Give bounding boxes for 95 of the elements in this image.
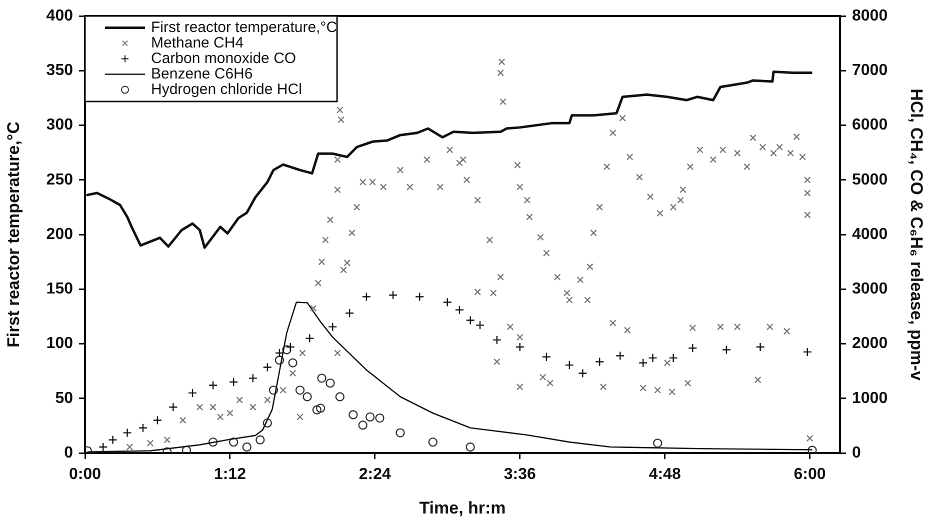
x-tick-label: 1:12 — [214, 466, 246, 484]
point — [396, 428, 405, 438]
point — [286, 342, 295, 352]
y-tick-label: 250 — [46, 171, 74, 188]
x-tick-label: 0:00 — [68, 466, 102, 484]
point — [375, 413, 384, 423]
point — [282, 345, 292, 354]
point — [228, 437, 238, 447]
y-tick-label: 100 — [46, 335, 74, 352]
point — [122, 428, 132, 438]
y-tick-label: 200 — [46, 226, 74, 243]
y2-tick-label: 8000 — [852, 7, 888, 24]
point — [688, 344, 698, 353]
point — [168, 402, 178, 412]
point — [442, 298, 452, 307]
point — [98, 442, 108, 452]
point — [722, 345, 732, 354]
point — [388, 290, 398, 300]
y-axis-title: First reactor temperature,°C — [4, 122, 23, 348]
legend-label: Methane CH4 — [151, 34, 244, 52]
point — [335, 392, 344, 402]
y-tick-label: 0 — [64, 444, 74, 462]
y-tick-label: 300 — [46, 116, 74, 134]
point — [515, 342, 524, 352]
point — [578, 368, 588, 378]
point — [616, 351, 625, 360]
point — [182, 446, 192, 453]
point — [652, 438, 662, 448]
x-tick-label: 3:36 — [504, 466, 536, 484]
point — [415, 292, 424, 302]
point — [316, 404, 326, 413]
point — [262, 362, 272, 372]
x-tick-label: 2:24 — [358, 466, 392, 484]
point — [152, 416, 162, 425]
point — [756, 342, 765, 352]
y2-axis-title: HCl, CH₄, CO & C₆H₆ release, ppm-v — [907, 88, 926, 381]
point — [262, 418, 272, 428]
point — [138, 423, 148, 432]
y-tick-label: 350 — [46, 62, 74, 80]
y2-tick-label: 4000 — [852, 226, 888, 243]
point — [466, 316, 475, 325]
y2-tick-label: 0 — [852, 444, 861, 462]
point — [365, 412, 375, 422]
point — [492, 335, 502, 345]
point — [302, 392, 312, 402]
point — [542, 352, 552, 362]
y2-tick-label: 6000 — [852, 116, 888, 134]
x-axis-title: Time, hr:m — [419, 498, 506, 518]
legend-label: Benzene C6H6 — [151, 65, 253, 82]
point — [564, 360, 574, 370]
point — [312, 405, 322, 414]
point — [248, 374, 258, 383]
x-tick-label: 6:00 — [794, 466, 826, 484]
y2-tick-label: 7000 — [852, 62, 888, 80]
point — [348, 410, 358, 420]
y-tick-label: 150 — [46, 280, 74, 298]
point — [305, 334, 314, 343]
point — [295, 386, 305, 395]
x-tick-label: 4:48 — [648, 466, 681, 484]
y2-tick-label: 5000 — [852, 171, 888, 188]
y-tick-label: 400 — [46, 7, 74, 24]
point — [188, 388, 198, 398]
point — [466, 442, 475, 452]
point — [256, 435, 265, 444]
legend-label: First reactor temperature,°C — [151, 18, 338, 36]
legend-label: Hydrogen chloride HCl — [151, 80, 302, 98]
point — [208, 437, 218, 447]
point — [454, 305, 464, 314]
point — [317, 374, 326, 383]
point — [358, 420, 368, 430]
point — [274, 348, 284, 358]
point — [242, 442, 252, 452]
point — [808, 446, 817, 453]
point — [475, 320, 485, 330]
y-tick-label: 50 — [55, 390, 74, 407]
point — [428, 437, 438, 447]
legend-label: Carbon monoxide CO — [151, 50, 296, 67]
point — [326, 378, 335, 388]
point — [208, 380, 218, 390]
y2-tick-label: 3000 — [852, 280, 888, 298]
point — [344, 308, 354, 318]
point — [668, 353, 678, 363]
point — [595, 357, 604, 366]
point — [108, 435, 118, 444]
point — [268, 386, 278, 395]
point — [638, 358, 648, 368]
point — [228, 377, 238, 387]
point — [648, 353, 658, 363]
point — [362, 292, 372, 302]
point — [288, 358, 298, 368]
point — [274, 356, 284, 365]
y2-tick-label: 2000 — [852, 335, 888, 352]
y2-tick-label: 1000 — [852, 390, 888, 407]
point — [802, 347, 812, 357]
point — [328, 322, 338, 332]
